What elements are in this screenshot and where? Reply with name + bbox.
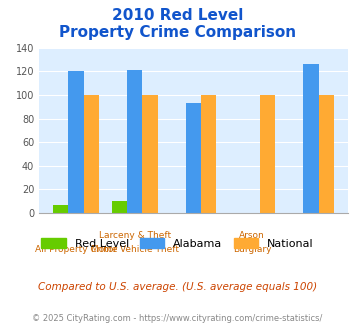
Legend: Red Level, Alabama, National: Red Level, Alabama, National: [37, 234, 318, 253]
Text: All Property Crime: All Property Crime: [35, 245, 117, 254]
Bar: [318, 95, 334, 213]
Text: © 2025 CityRating.com - https://www.cityrating.com/crime-statistics/: © 2025 CityRating.com - https://www.city…: [32, 314, 323, 323]
Text: Motor Vehicle Theft: Motor Vehicle Theft: [91, 245, 179, 254]
Bar: [201, 95, 217, 213]
Text: Larceny & Theft: Larceny & Theft: [99, 231, 171, 240]
Bar: [53, 205, 69, 213]
Text: Compared to U.S. average. (U.S. average equals 100): Compared to U.S. average. (U.S. average …: [38, 282, 317, 292]
Bar: [127, 70, 142, 213]
Bar: [260, 95, 275, 213]
Bar: [303, 64, 318, 213]
Text: 2010 Red Level: 2010 Red Level: [112, 8, 243, 23]
Bar: [142, 95, 158, 213]
Text: Property Crime Comparison: Property Crime Comparison: [59, 25, 296, 40]
Bar: [84, 95, 99, 213]
Bar: [186, 103, 201, 213]
Bar: [69, 71, 84, 213]
Bar: [112, 201, 127, 213]
Text: Arson: Arson: [239, 231, 265, 240]
Text: Burglary: Burglary: [233, 245, 272, 254]
